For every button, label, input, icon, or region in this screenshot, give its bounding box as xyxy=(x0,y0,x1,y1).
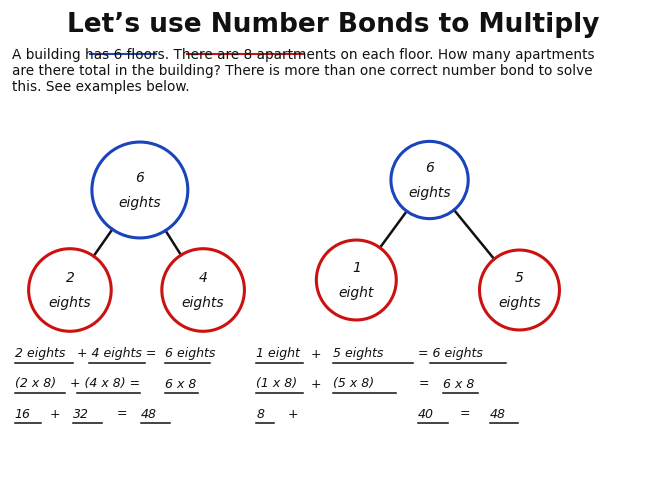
Text: eight: eight xyxy=(338,286,374,300)
Text: +: + xyxy=(311,348,322,360)
Text: 16: 16 xyxy=(15,408,31,420)
Text: 32: 32 xyxy=(73,408,89,420)
Text: 6: 6 xyxy=(135,170,145,184)
Text: 5: 5 xyxy=(515,270,524,284)
Text: this. See examples below.: this. See examples below. xyxy=(12,80,190,94)
Text: 2 eights: 2 eights xyxy=(15,348,65,360)
Text: =: = xyxy=(418,378,429,390)
Text: + (4 x 8) =: + (4 x 8) = xyxy=(70,378,140,390)
Text: 40: 40 xyxy=(418,408,434,420)
Text: = 6 eights: = 6 eights xyxy=(418,348,483,360)
Text: 8: 8 xyxy=(256,408,264,420)
Text: 6 eights: 6 eights xyxy=(165,348,216,360)
Text: 2: 2 xyxy=(65,270,75,284)
Text: +: + xyxy=(288,408,298,420)
Text: 5 eights: 5 eights xyxy=(333,348,384,360)
Text: =: = xyxy=(117,408,127,420)
Text: (2 x 8): (2 x 8) xyxy=(15,378,56,390)
Text: +: + xyxy=(311,378,322,390)
Text: Let’s use Number Bonds to Multiply: Let’s use Number Bonds to Multiply xyxy=(67,12,599,38)
Text: +: + xyxy=(50,408,61,420)
Text: (5 x 8): (5 x 8) xyxy=(333,378,374,390)
Text: 6 x 8: 6 x 8 xyxy=(165,378,196,390)
Text: 1 eight: 1 eight xyxy=(256,348,300,360)
Text: are there total in the building? There is more than one correct number bond to s: are there total in the building? There i… xyxy=(12,64,593,78)
Text: eights: eights xyxy=(182,296,224,310)
Text: (1 x 8): (1 x 8) xyxy=(256,378,298,390)
Text: 1: 1 xyxy=(352,260,361,274)
Text: eights: eights xyxy=(498,296,541,310)
Text: A building has 6 floors. There are 8 apartments on each floor. How many apartmen: A building has 6 floors. There are 8 apa… xyxy=(12,48,595,62)
Text: 48: 48 xyxy=(141,408,157,420)
Text: =: = xyxy=(460,408,470,420)
Text: eights: eights xyxy=(49,296,91,310)
Text: 48: 48 xyxy=(490,408,505,420)
Text: + 4 eights =: + 4 eights = xyxy=(77,348,156,360)
Text: 4: 4 xyxy=(198,270,208,284)
Text: 6: 6 xyxy=(425,160,434,174)
Text: eights: eights xyxy=(119,196,161,209)
Text: eights: eights xyxy=(408,186,451,200)
Text: 6 x 8: 6 x 8 xyxy=(443,378,474,390)
